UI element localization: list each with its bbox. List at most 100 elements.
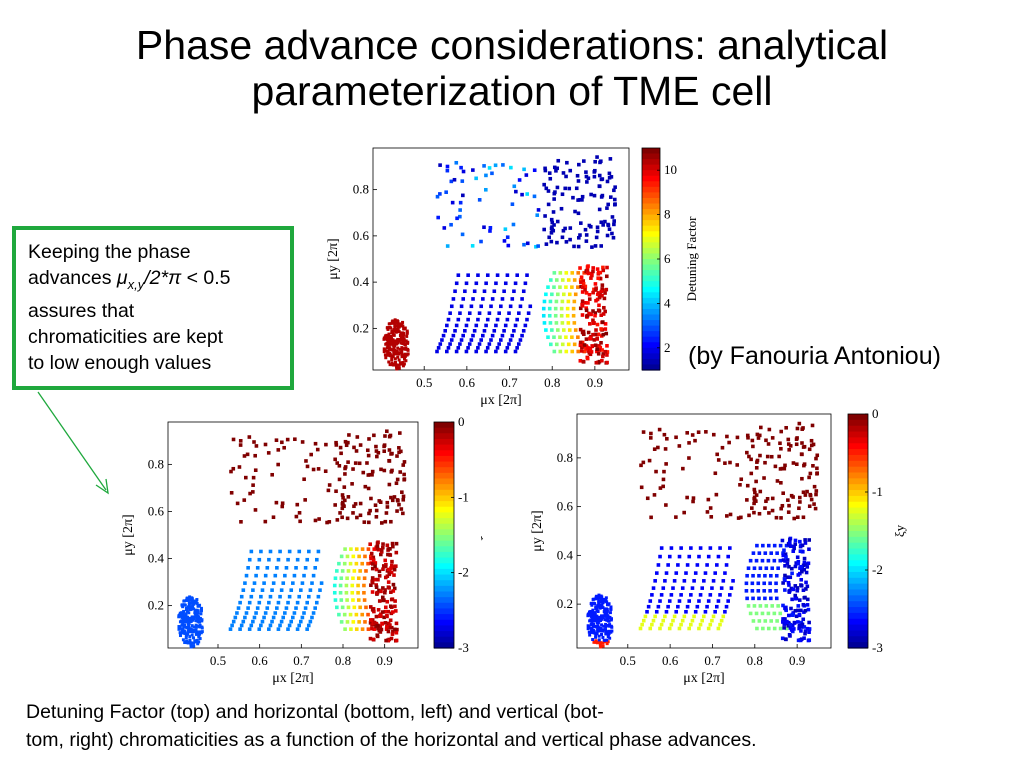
data-point-377 (766, 543, 771, 548)
data-point-375 (348, 561, 353, 566)
data-point-228 (651, 586, 656, 590)
data-point-176 (390, 348, 394, 352)
data-point-318 (706, 626, 711, 631)
data-point-628 (663, 447, 668, 451)
data-point-692 (378, 500, 383, 504)
data-point-428 (786, 580, 791, 585)
data-point-609 (294, 514, 299, 519)
colorbar-segment (848, 484, 868, 491)
y-tick-label: 0.6 (353, 228, 370, 243)
data-point-409 (774, 573, 779, 578)
data-point-746 (552, 165, 557, 170)
data-point-215 (386, 327, 390, 331)
data-point-257 (672, 579, 677, 583)
data-point-702 (597, 184, 602, 188)
data-point-512 (807, 630, 811, 634)
colorbar-segment (434, 597, 454, 604)
data-point-560 (374, 614, 379, 619)
data-point-242 (458, 311, 462, 315)
data-point-590 (510, 202, 515, 207)
data-point-641 (568, 237, 572, 242)
data-point-177 (390, 362, 394, 366)
data-point-596 (685, 495, 689, 500)
data-point-266 (471, 333, 475, 338)
data-point-208 (385, 333, 389, 337)
data-point-599 (652, 447, 657, 451)
data-point-623 (664, 462, 668, 466)
data-point-332 (305, 627, 309, 631)
data-point-439 (594, 286, 598, 290)
data-point-413 (582, 271, 586, 275)
data-point-312 (507, 311, 511, 315)
data-point-269 (476, 317, 480, 322)
colorbar-segment (434, 540, 454, 547)
data-point-670 (571, 195, 575, 200)
data-point-539 (580, 285, 585, 290)
data-point-176 (185, 626, 189, 630)
data-point-273 (685, 563, 690, 567)
note-box: Keeping the phase advances μx,y/2*π < 0.… (12, 226, 294, 390)
data-point-584 (501, 163, 505, 167)
data-point-113 (387, 332, 391, 336)
data-point-381 (352, 605, 357, 610)
data-point-368 (348, 612, 353, 617)
data-point-678 (561, 228, 566, 233)
data-point-440 (604, 274, 609, 279)
data-point-150 (195, 630, 199, 634)
data-point-552 (604, 287, 609, 292)
data-point-616 (229, 490, 234, 495)
colorbar-segment (848, 548, 868, 555)
data-point-82 (390, 358, 394, 362)
data-point-310 (503, 323, 508, 328)
data-point-709 (383, 434, 387, 438)
data-point-678 (764, 499, 768, 504)
data-point-353 (343, 547, 347, 551)
data-point-606 (251, 475, 256, 480)
data-point-544 (591, 321, 596, 326)
data-point-630 (452, 177, 457, 182)
data-point-391 (363, 620, 367, 624)
data-point-333 (718, 622, 722, 627)
colorbar-segment (434, 642, 454, 649)
data-point-563 (578, 340, 583, 345)
data-point-698 (750, 506, 754, 510)
data-point-217 (180, 629, 184, 633)
colorbar-segment (434, 557, 454, 564)
data-point-225 (646, 604, 651, 609)
data-point-431 (370, 590, 375, 594)
data-point-614 (645, 496, 650, 501)
data-point-616 (639, 485, 644, 490)
data-point-475 (579, 349, 584, 353)
data-point-413 (372, 547, 377, 551)
note-mid: /2* (144, 267, 169, 289)
data-point-721 (357, 461, 362, 466)
data-point-169 (401, 364, 405, 368)
data-point-416 (578, 266, 582, 270)
data-point-474 (787, 589, 791, 594)
colorbar-segment (642, 175, 660, 182)
data-point-175 (185, 596, 189, 600)
data-point-686 (346, 440, 350, 445)
data-point-677 (374, 515, 379, 519)
data-point-632 (263, 442, 268, 447)
data-point-330 (523, 281, 528, 286)
data-point-709 (795, 426, 800, 431)
data-point-579 (534, 244, 538, 249)
data-point-502 (795, 586, 800, 590)
data-point-593 (649, 431, 653, 436)
data-point-499 (373, 577, 378, 582)
data-point-99 (596, 629, 600, 633)
data-point-605 (720, 445, 725, 450)
data-point-226 (445, 323, 449, 328)
colorbar-segment (848, 425, 868, 433)
data-point-551 (381, 610, 385, 614)
data-point-105 (190, 598, 194, 602)
data-point-645 (546, 202, 551, 207)
data-point-197 (593, 613, 597, 617)
data-point-199 (398, 322, 402, 326)
data-point-496 (598, 345, 603, 350)
data-point-564 (375, 544, 380, 548)
x-tick-label: 0.6 (459, 375, 476, 390)
data-point-420 (797, 598, 802, 602)
data-point-438 (381, 564, 386, 568)
